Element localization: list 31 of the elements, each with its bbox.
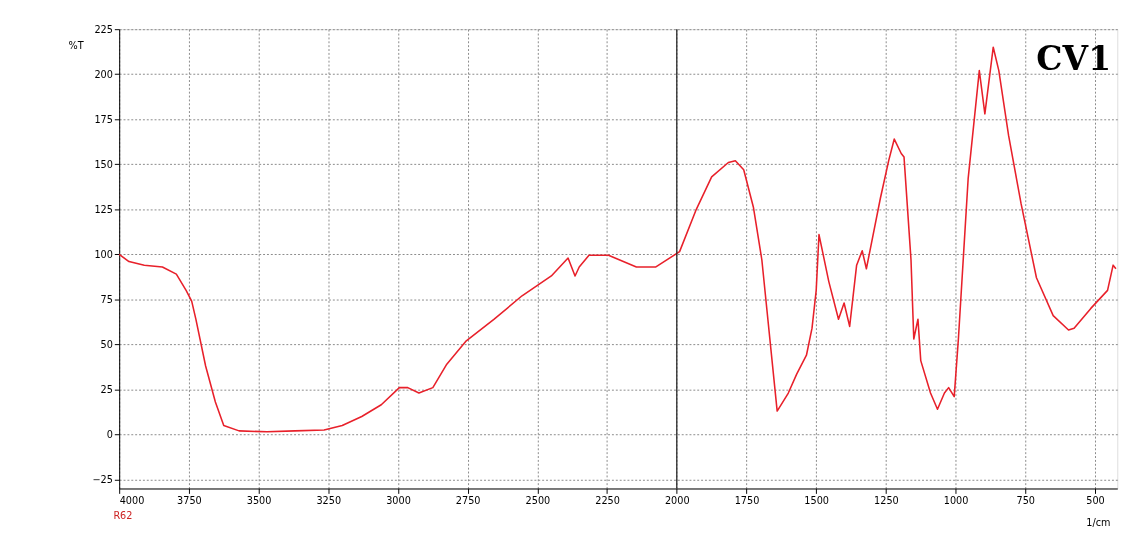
text: R62 [113, 509, 133, 521]
y-tick-label: 25 [100, 383, 113, 395]
x-tick-label: 4000 [119, 494, 145, 506]
x-tick-label: 2000 [664, 494, 690, 506]
y-tick-label: −25 [92, 473, 113, 485]
x-tick-label: 3500 [246, 494, 272, 506]
x-tick-label: 2750 [455, 494, 481, 506]
y-tick-label: 125 [94, 203, 113, 215]
y-tick-label: 0 [106, 428, 113, 440]
x-tick-label: 3000 [386, 494, 411, 506]
y-tick-label: 175 [94, 113, 113, 125]
y-tick-label: 225 [94, 23, 113, 35]
x-tick-label: 500 [1086, 494, 1105, 506]
x-axis-title: 1/cm [1086, 516, 1111, 528]
x-tick-label: 1000 [943, 494, 969, 506]
line-series [118, 46, 1117, 433]
y-tick-label: 50 [100, 338, 113, 350]
x-tick-label: 2250 [595, 494, 620, 506]
y-axis-title: %T [68, 40, 84, 52]
x-tick-label: 3750 [177, 494, 202, 506]
x-tick-label: 1750 [734, 494, 760, 506]
x-tick-label: 2500 [525, 494, 551, 506]
y-tick-label: 100 [94, 248, 113, 260]
x-tick-label: 3250 [316, 494, 342, 506]
y-tick-label: 200 [94, 68, 113, 80]
x-tick-label: 1250 [874, 494, 899, 506]
y-tick-label: 75 [100, 293, 113, 305]
x-tick-label: 750 [1016, 494, 1036, 506]
annotation: CV1 [1036, 38, 1112, 78]
y-tick-label: 150 [94, 158, 113, 170]
x-tick-label: 1500 [804, 494, 830, 506]
